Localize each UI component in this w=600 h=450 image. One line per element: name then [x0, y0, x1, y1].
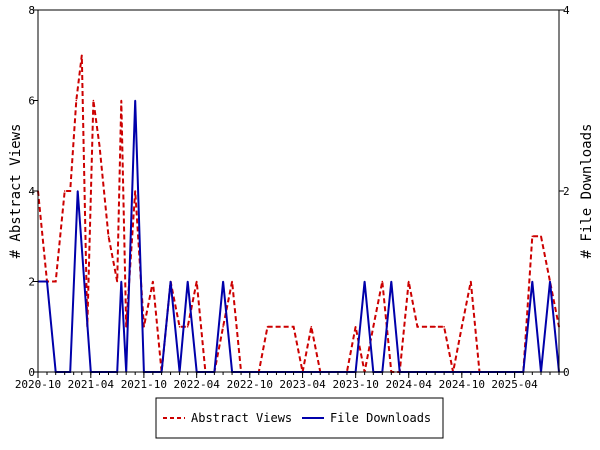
y-left-tick-label: 4: [28, 185, 35, 198]
data-point-abstract-views: [222, 326, 224, 328]
x-tick-label: 2025-04: [491, 378, 538, 391]
x-tick-label: 2024-10: [439, 378, 485, 391]
data-point-file-downloads: [76, 190, 79, 192]
data-point-abstract-views: [231, 280, 233, 283]
data-point-abstract-views: [92, 99, 95, 102]
legend-box: [155, 397, 444, 439]
data-point-file-downloads: [222, 280, 224, 283]
x-tick-label: 2024-04: [386, 378, 433, 391]
data-point-file-downloads: [531, 280, 534, 283]
y-left-tick-label: 0: [28, 366, 35, 379]
data-point-abstract-views: [143, 326, 145, 328]
data-point-abstract-views: [275, 326, 278, 328]
data-point-file-downloads: [120, 280, 123, 283]
y-left-tick-label: 8: [28, 4, 35, 17]
y-right-axis-title: # File Downloads: [579, 124, 595, 259]
data-point-abstract-views: [292, 326, 295, 328]
data-point-abstract-views: [125, 326, 127, 328]
x-tick-label: 2021-10: [121, 378, 167, 391]
data-point-abstract-views: [116, 280, 118, 283]
data-point-file-downloads: [169, 280, 172, 283]
data-point-abstract-views: [152, 280, 154, 283]
data-point-abstract-views: [354, 326, 357, 328]
data-point-file-downloads: [363, 280, 366, 283]
data-point-abstract-views: [540, 235, 542, 238]
data-point-abstract-views: [381, 280, 384, 283]
x-tick-label: 2021-04: [68, 378, 115, 391]
data-point-abstract-views: [416, 326, 419, 328]
y-left-tick-label: 6: [28, 95, 35, 108]
data-point-abstract-views: [98, 145, 101, 147]
data-point-abstract-views: [107, 235, 110, 238]
axes-layer: 2020-10 2021-04 2021-10 2022-04 2022-10 2023-…: [15, 4, 570, 391]
y-left-tick-label: 2: [28, 276, 35, 289]
legend-label-file-downloads: File Downloads: [330, 411, 431, 425]
data-point-abstract-views: [470, 280, 472, 283]
data-point-abstract-views: [425, 326, 428, 328]
data-point-abstract-views: [186, 326, 189, 328]
data-point-abstract-views: [284, 326, 287, 328]
data-point-abstract-views: [120, 99, 123, 102]
data-point-abstract-views: [195, 280, 198, 283]
x-tick-label: 2022-10: [227, 378, 273, 391]
data-point-file-downloads: [46, 280, 48, 283]
y-right-tick-label: 2: [563, 185, 570, 198]
data-point-abstract-views: [443, 326, 445, 328]
data-point-abstract-views: [407, 280, 410, 283]
data-point-abstract-views: [372, 326, 375, 328]
data-point-abstract-views: [134, 190, 136, 192]
data-point-abstract-views: [54, 280, 57, 283]
y-right-tick-label: 0: [563, 366, 570, 379]
y-right-tick-label: 4: [563, 4, 570, 17]
x-tick-label: 2023-10: [332, 378, 378, 391]
data-point-file-downloads: [390, 280, 393, 283]
data-point-abstract-views: [461, 326, 463, 328]
data-point-abstract-views: [178, 326, 181, 328]
data-point-abstract-views: [63, 190, 66, 192]
data-point-file-downloads: [186, 280, 189, 283]
data-point-file-downloads: [549, 280, 551, 283]
legend-label-abstract-views: Abstract Views: [191, 411, 292, 425]
x-tick-label: 2023-04: [279, 378, 326, 391]
data-point-abstract-views: [266, 326, 269, 328]
y-left-axis-title: # Abstract Views: [8, 124, 24, 259]
data-point-abstract-views: [434, 326, 436, 328]
data-point-file-downloads: [134, 99, 136, 102]
x-tick-label: 2020-10: [15, 378, 61, 391]
data-point-abstract-views: [69, 190, 71, 192]
data-point-abstract-views: [81, 54, 83, 57]
data-point-abstract-views: [75, 99, 78, 102]
data-point-abstract-views: [531, 235, 534, 238]
data-point-abstract-views: [310, 326, 313, 328]
legend: Abstract Views File Downloads: [155, 397, 444, 439]
x-tick-label: 2022-04: [173, 378, 220, 391]
